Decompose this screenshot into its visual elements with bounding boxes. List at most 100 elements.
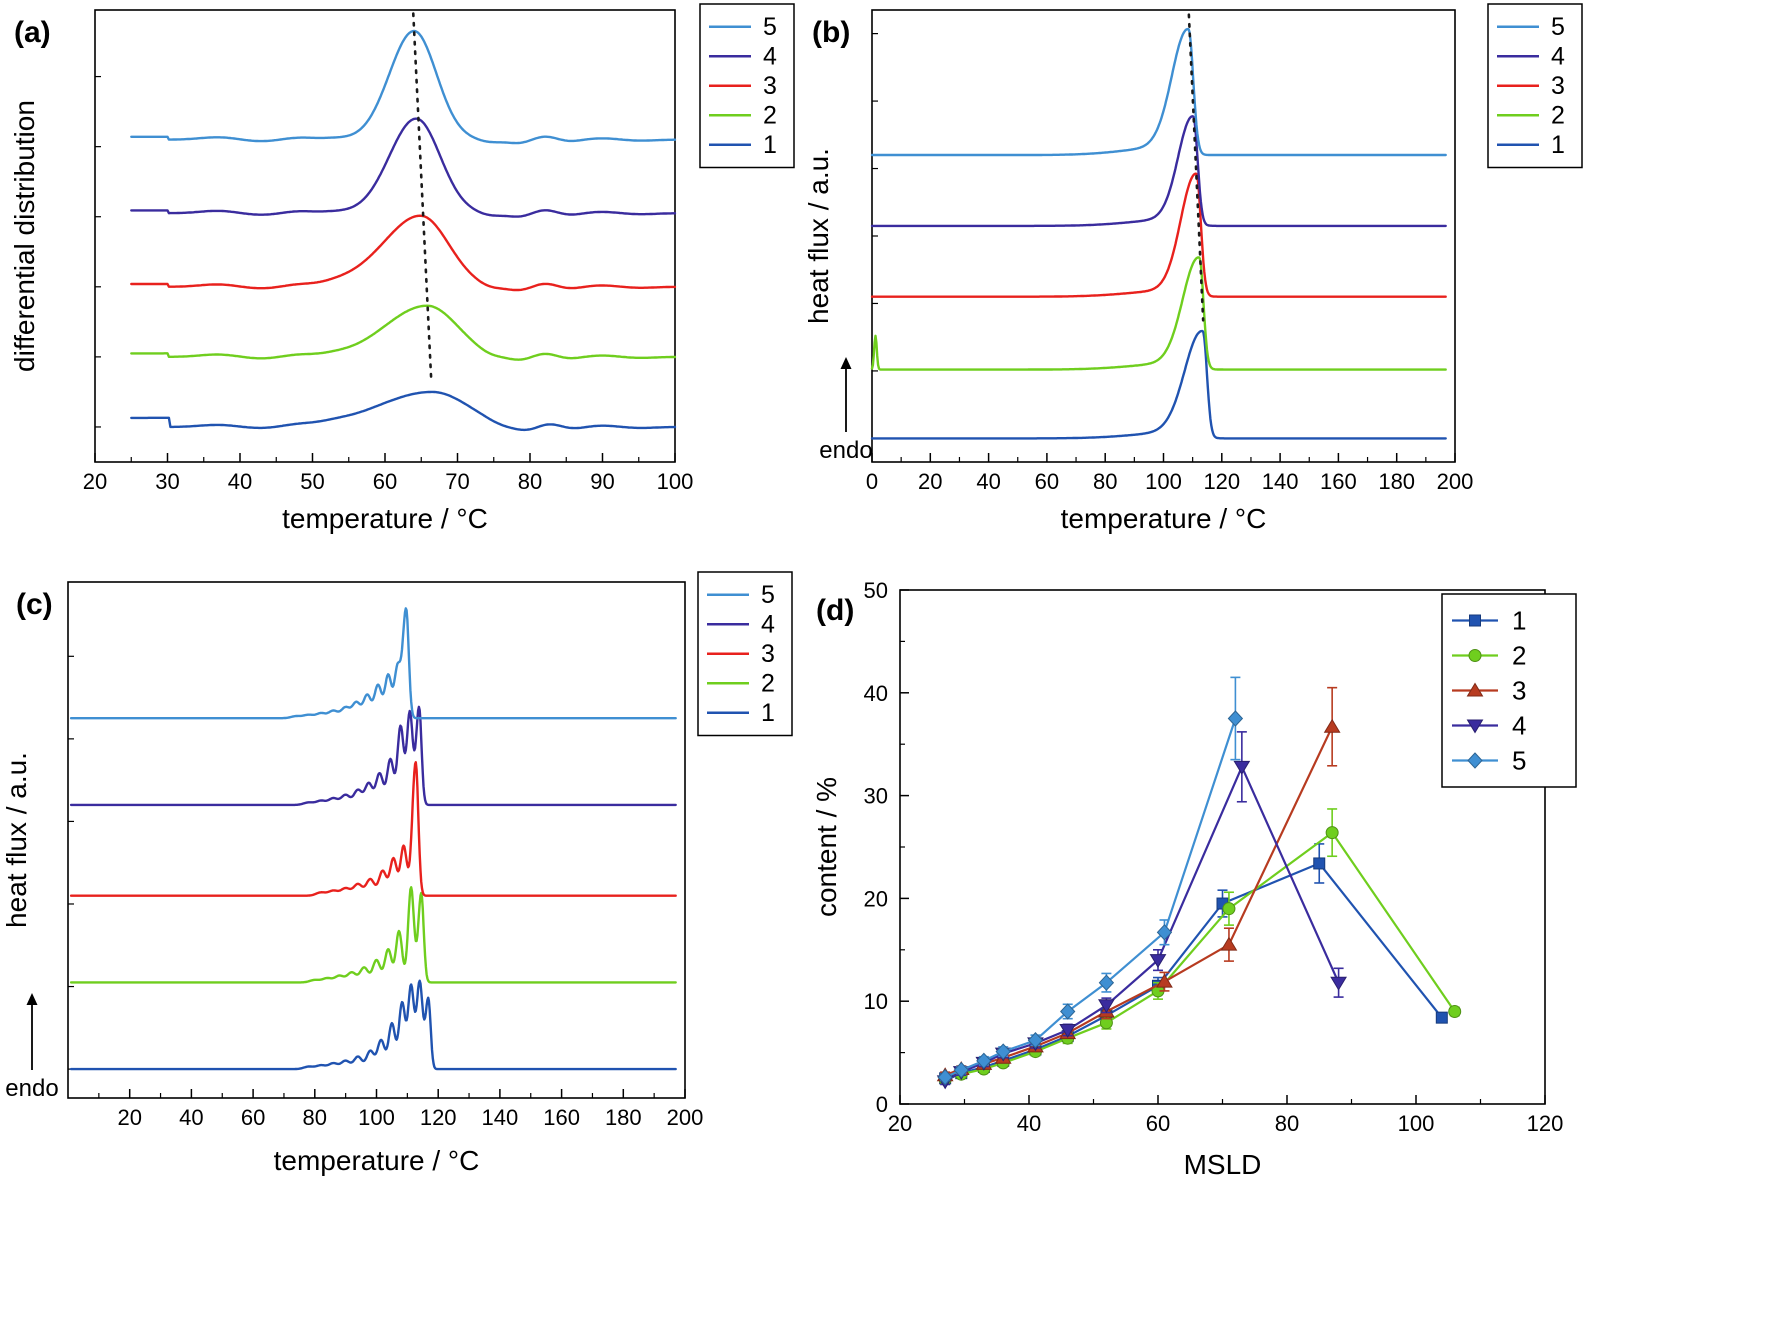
x-tick-label: 160 bbox=[1320, 469, 1357, 494]
x-tick-label: 20 bbox=[83, 469, 107, 494]
marker-circle bbox=[1448, 1004, 1462, 1018]
marker-square bbox=[1313, 857, 1326, 870]
legend-label: 5 bbox=[761, 581, 775, 609]
x-tick-label: 100 bbox=[1145, 469, 1182, 494]
x-tick-label: 60 bbox=[241, 1105, 265, 1130]
marker-diamond bbox=[1156, 924, 1173, 941]
legend-label: 2 bbox=[763, 101, 777, 129]
panel-b: 0 20 40 60 80 100 120 140 160 180 200 temperature /… bbox=[800, 0, 1789, 556]
legend-label: 1 bbox=[1512, 606, 1526, 636]
y-tick-label: 30 bbox=[864, 784, 888, 809]
marker-triangle-down bbox=[1098, 999, 1115, 1014]
x-tick-label: 60 bbox=[373, 469, 397, 494]
x-tick-label: 120 bbox=[1203, 469, 1240, 494]
x-tick-label: 80 bbox=[303, 1105, 327, 1130]
panel-tag: (b) bbox=[812, 16, 850, 49]
x-axis-label: temperature / °C bbox=[274, 1145, 480, 1176]
x-tick-label: 40 bbox=[228, 469, 252, 494]
marker-diamond bbox=[937, 1069, 953, 1086]
x-tick-label: 70 bbox=[445, 469, 469, 494]
x-tick-label: 20 bbox=[117, 1105, 141, 1130]
series-line-2 bbox=[944, 831, 1456, 1081]
marker-triangle-up bbox=[1156, 973, 1173, 988]
curve-1 bbox=[870, 329, 1447, 440]
x-tick-label: 180 bbox=[1378, 469, 1415, 494]
legend-label: 2 bbox=[1512, 641, 1526, 671]
panel-tag: (a) bbox=[14, 16, 51, 49]
x-tick-label: 100 bbox=[1398, 1111, 1435, 1136]
marker-diamond bbox=[995, 1043, 1011, 1060]
legend-label: 5 bbox=[1551, 13, 1565, 41]
curve-4 bbox=[130, 117, 677, 218]
dotted-guide-line bbox=[411, 12, 433, 385]
x-tick-label: 40 bbox=[179, 1105, 203, 1130]
legend-label: 3 bbox=[761, 640, 775, 668]
x-tick-label: 100 bbox=[657, 469, 694, 494]
y-tick-label: 40 bbox=[864, 681, 888, 706]
panel-b-chart: 0 20 40 60 80 100 120 140 160 180 200 temperature /… bbox=[800, 0, 1789, 556]
marker-diamond bbox=[1060, 1003, 1076, 1020]
y-axis-label: heat flux / a.u. bbox=[803, 148, 834, 324]
x-tick-label: 0 bbox=[866, 469, 878, 494]
curve-5 bbox=[870, 27, 1447, 157]
x-tick-label: 30 bbox=[155, 469, 179, 494]
legend-label: 4 bbox=[1512, 711, 1526, 741]
marker-diamond bbox=[976, 1052, 992, 1070]
endo-arrow-head bbox=[840, 357, 852, 369]
x-tick-label: 200 bbox=[667, 1105, 704, 1130]
y-tick-label: 50 bbox=[864, 578, 888, 603]
legend-label: 1 bbox=[763, 131, 777, 159]
panel-c: 20 40 60 80 100 120 140 160 180 200 temperature / … bbox=[0, 556, 800, 1344]
x-tick-label: 80 bbox=[518, 469, 542, 494]
series-line-3 bbox=[944, 726, 1334, 1077]
curve-1 bbox=[69, 979, 677, 1071]
marker-triangle-up bbox=[1220, 936, 1238, 951]
curve-5 bbox=[130, 29, 677, 145]
y-tick-label: 20 bbox=[864, 886, 888, 911]
legend-label: 4 bbox=[761, 610, 775, 638]
curve-2 bbox=[870, 256, 1447, 371]
legend-label: 2 bbox=[761, 669, 775, 697]
panel-d: 20 40 60 80 100 120 0 10 20 30 40 50 MSLD content / %… bbox=[800, 556, 1789, 1344]
marker-diamond bbox=[1467, 752, 1483, 769]
curve-2 bbox=[69, 886, 677, 984]
x-tick-label: 90 bbox=[590, 469, 614, 494]
x-tick-label: 160 bbox=[543, 1105, 580, 1130]
panel-c-chart: 20 40 60 80 100 120 140 160 180 200 temperature / … bbox=[0, 556, 800, 1344]
curve-2 bbox=[130, 304, 677, 361]
panel-d-chart: 20 40 60 80 100 120 0 10 20 30 40 50 MSLD content / %… bbox=[800, 556, 1789, 1344]
legend-label: 1 bbox=[761, 699, 775, 727]
legend-label: 3 bbox=[1512, 676, 1526, 706]
x-axis-label: temperature / °C bbox=[282, 503, 488, 534]
legend-label: 4 bbox=[763, 42, 777, 70]
panel-a-chart: 20 30 40 50 60 70 80 90 100 temperature / °C diffe… bbox=[0, 0, 800, 556]
curve-1 bbox=[130, 390, 677, 432]
plot-frame bbox=[67, 581, 686, 1099]
x-tick-label: 140 bbox=[1262, 469, 1299, 494]
x-tick-label: 120 bbox=[420, 1105, 457, 1130]
x-tick-label: 140 bbox=[482, 1105, 519, 1130]
marker-square bbox=[1435, 1011, 1448, 1024]
legend-label: 4 bbox=[1551, 42, 1565, 70]
curve-4 bbox=[69, 705, 677, 807]
marker-triangle-down bbox=[1330, 976, 1347, 991]
legend-label: 3 bbox=[1551, 72, 1565, 100]
x-tick-label: 50 bbox=[300, 469, 324, 494]
marker-diamond bbox=[1227, 710, 1244, 727]
panel-a: 20 30 40 50 60 70 80 90 100 temperature / °C diffe… bbox=[0, 0, 800, 556]
x-tick-label: 80 bbox=[1093, 469, 1117, 494]
y-tick-label: 10 bbox=[864, 989, 888, 1014]
marker-circle bbox=[1325, 826, 1339, 840]
legend-label: 3 bbox=[763, 72, 777, 100]
x-tick-label: 120 bbox=[1527, 1111, 1564, 1136]
marker-diamond bbox=[953, 1061, 969, 1079]
plot-frame bbox=[94, 9, 676, 463]
marker-diamond bbox=[1027, 1032, 1044, 1049]
marker-triangle-down bbox=[1059, 1023, 1077, 1038]
x-tick-label: 40 bbox=[976, 469, 1000, 494]
y-axis-label: content / % bbox=[811, 777, 842, 917]
legend-label: 5 bbox=[1512, 746, 1526, 776]
y-axis-label: heat flux / a.u. bbox=[1, 752, 32, 928]
legend-label: 1 bbox=[1551, 131, 1565, 159]
